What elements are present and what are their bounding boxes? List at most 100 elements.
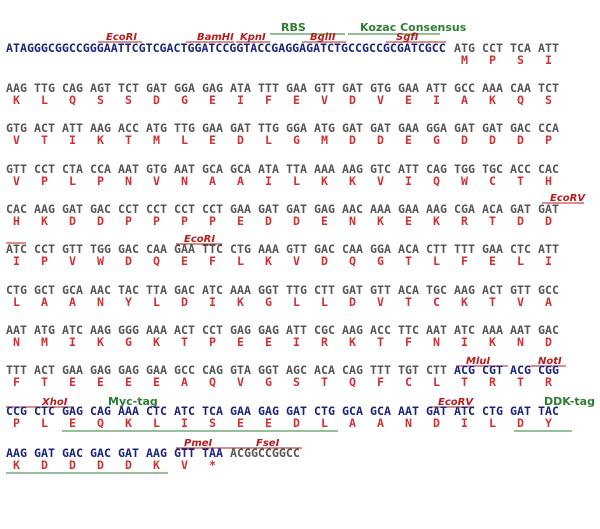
amino-acid: P	[97, 174, 104, 188]
codon: AAG	[454, 283, 475, 297]
amino-acid: P	[209, 335, 216, 349]
codon: GGA	[370, 242, 391, 256]
amino-acid: E	[181, 254, 188, 268]
amino-acid: E	[405, 214, 412, 228]
amino-acid: D	[517, 416, 524, 430]
amino-acid: D	[125, 254, 132, 268]
codon: TTT	[6, 363, 27, 377]
amino-acid: T	[517, 375, 524, 389]
amino-acid: D	[489, 133, 496, 147]
amino-acid: Q	[153, 254, 160, 268]
amino-acid: S	[545, 93, 552, 107]
codon: CTT	[426, 363, 447, 377]
codon: ACA	[398, 283, 419, 297]
amino-acid: V	[13, 174, 20, 188]
amino-acid: K	[489, 335, 496, 349]
amino-acid: K	[13, 93, 20, 107]
codon: ACT	[34, 363, 55, 377]
amino-acid: S	[293, 375, 300, 389]
codon: TAC	[118, 283, 139, 297]
amino-acid: E	[405, 133, 412, 147]
site-label: EcoRI	[106, 32, 137, 43]
amino-acid: R	[489, 375, 496, 389]
amino-acid: K	[433, 214, 440, 228]
codon: ATC	[6, 242, 27, 256]
codon: GAA	[230, 202, 251, 216]
codon: GAC	[90, 202, 111, 216]
codon: GCA	[62, 283, 83, 297]
amino-acid: F	[461, 254, 468, 268]
amino-acid: I	[433, 93, 440, 107]
codon: AAG	[34, 202, 55, 216]
amino-acid: D	[349, 295, 356, 309]
amino-acid: A	[461, 93, 468, 107]
amino-acid: G	[265, 295, 272, 309]
codon: TGT	[398, 363, 419, 377]
codon: AAT	[118, 162, 139, 176]
amino-acid: Q	[349, 375, 356, 389]
amino-acid: C	[489, 174, 496, 188]
codon: GAT	[454, 121, 475, 135]
amino-acid: E	[265, 335, 272, 349]
amino-acid: I	[181, 416, 188, 430]
codon: AAG	[342, 323, 363, 337]
codon: CCT	[482, 41, 503, 55]
amino-acid: L	[153, 416, 160, 430]
codon: ATG	[314, 121, 335, 135]
amino-acid: T	[321, 375, 328, 389]
codon: ACA	[398, 242, 419, 256]
amino-acid: V	[321, 93, 328, 107]
codon: TAA	[202, 446, 223, 460]
amino-acid: V	[293, 254, 300, 268]
codon: TGC	[482, 162, 503, 176]
amino-acid: G	[125, 335, 132, 349]
amino-acid: A	[377, 416, 384, 430]
amino-acid: E	[237, 416, 244, 430]
codon: ACC	[370, 323, 391, 337]
amino-acid: V	[13, 133, 20, 147]
amino-acid: L	[489, 416, 496, 430]
codon: GGG	[118, 323, 139, 337]
amino-acid: H	[13, 214, 20, 228]
codon: CTA	[62, 162, 83, 176]
codon: ATT	[538, 41, 559, 55]
amino-acid: D	[181, 295, 188, 309]
amino-acid: L	[321, 416, 328, 430]
codon: AAA	[146, 323, 167, 337]
codon: TTA	[286, 162, 307, 176]
site-label: SgfI	[396, 32, 419, 43]
codon: CCT	[202, 202, 223, 216]
codon: CGT	[482, 363, 503, 377]
amino-acid: V	[377, 295, 384, 309]
site-label: PmeI	[184, 438, 213, 449]
codon: TGG	[90, 242, 111, 256]
codon: GAT	[62, 202, 83, 216]
codon: CCT	[202, 323, 223, 337]
amino-acid: A	[237, 174, 244, 188]
amino-acid: D	[237, 133, 244, 147]
codon: GAA	[286, 81, 307, 95]
codon: AAG	[342, 162, 363, 176]
amino-acid: P	[545, 133, 552, 147]
amino-acid: I	[69, 133, 76, 147]
amino-acid: K	[349, 174, 356, 188]
amino-acid: K	[125, 416, 132, 430]
codon: AAC	[342, 202, 363, 216]
amino-acid: D	[321, 254, 328, 268]
amino-acid: D	[545, 335, 552, 349]
amino-acid: L	[265, 133, 272, 147]
amino-acid: V	[153, 174, 160, 188]
codon: TTT	[258, 81, 279, 95]
amino-acid: I	[293, 335, 300, 349]
codon: ATC	[454, 404, 475, 418]
amino-acid: M	[321, 133, 328, 147]
amino-acid: K	[97, 335, 104, 349]
amino-acid: D	[293, 214, 300, 228]
codon: AAA	[314, 162, 335, 176]
codon: GGT	[258, 363, 279, 377]
feature-label: Kozac Consensus	[360, 21, 467, 34]
codon: GAG	[230, 323, 251, 337]
codon: CTC	[146, 404, 167, 418]
amino-acid: L	[181, 133, 188, 147]
codon: TTT	[454, 242, 475, 256]
